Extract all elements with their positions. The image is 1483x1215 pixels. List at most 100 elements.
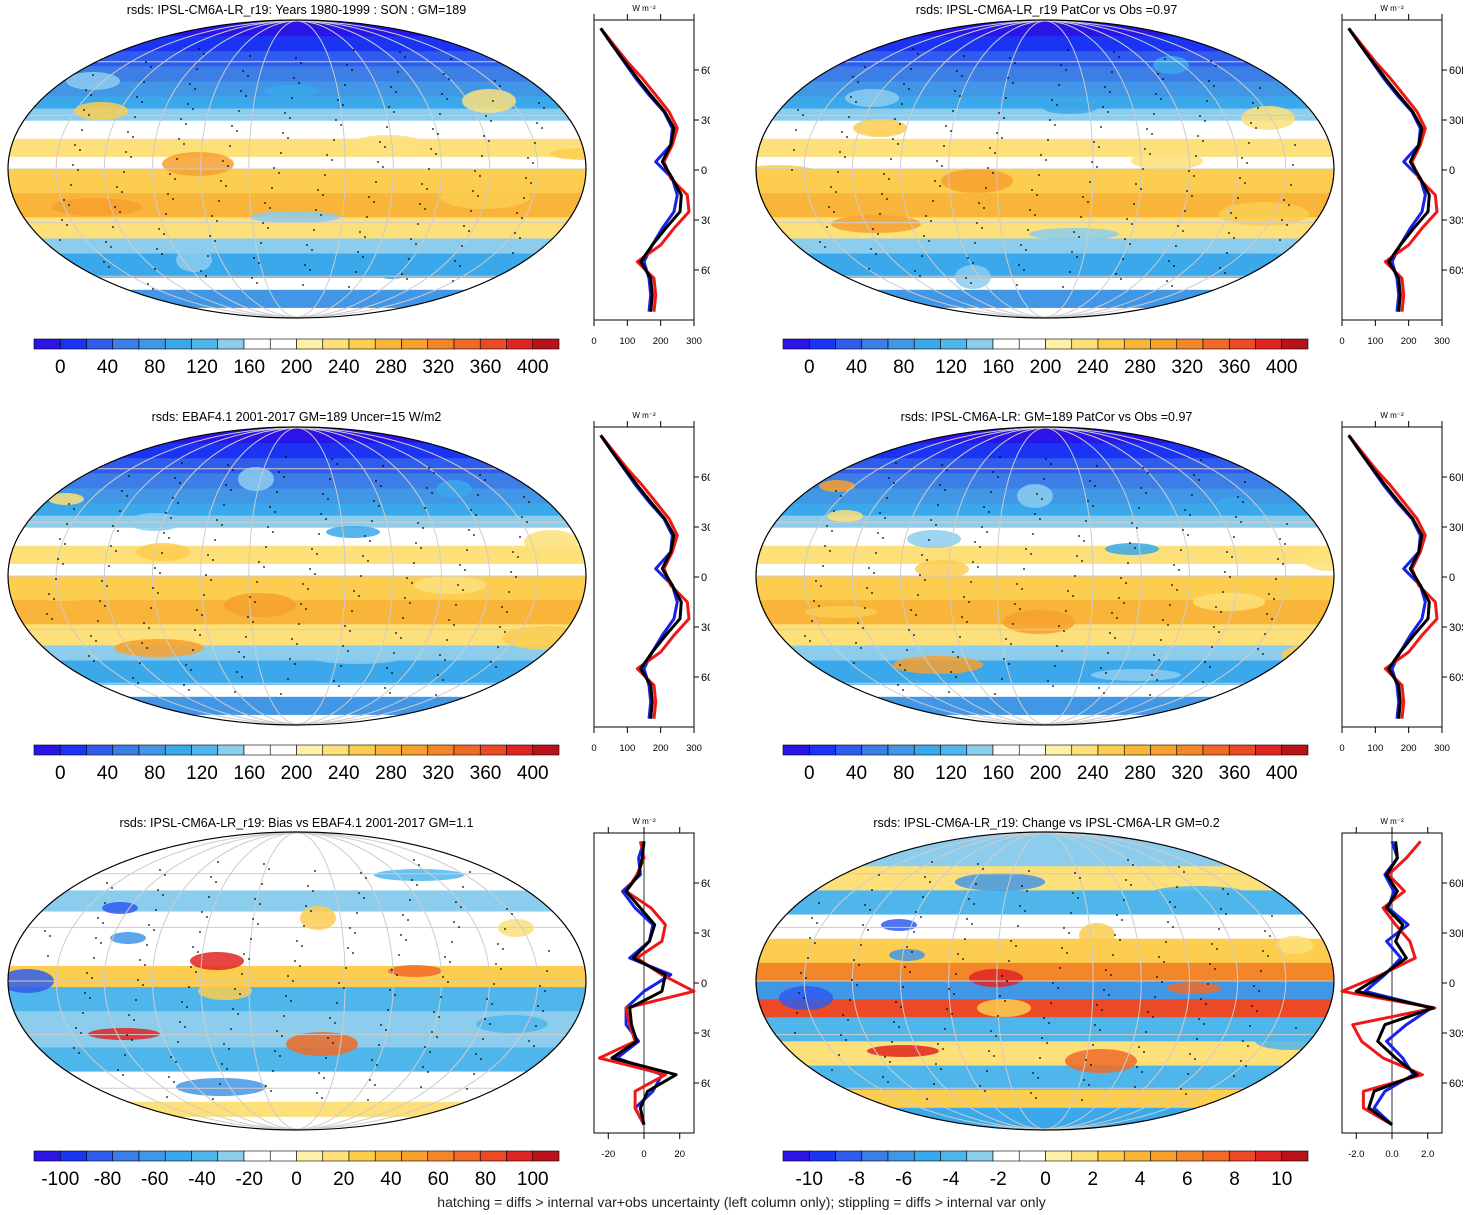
stipple-dot <box>506 611 508 613</box>
stipple-dot <box>280 152 282 154</box>
stipple-dot <box>405 939 407 941</box>
stipple-dot <box>183 684 185 686</box>
zonal-y-tick-label: 30N <box>1449 928 1463 940</box>
colorbar-tick-label: 240 <box>1077 357 1109 378</box>
stipple-dot <box>842 1014 844 1016</box>
stipple-dot <box>1264 930 1266 932</box>
stipple-dot <box>214 240 216 242</box>
stipple-dot <box>1004 1000 1006 1002</box>
stipple-dot <box>1206 100 1208 102</box>
stipple-dot <box>1146 128 1148 130</box>
stipple-dot <box>147 283 149 285</box>
colorbar-tick-label: 280 <box>1124 357 1156 378</box>
stipple-dot <box>879 213 881 215</box>
stipple-dot <box>1032 533 1034 535</box>
colorbar-swatch <box>1228 1150 1256 1162</box>
stipple-dot <box>466 549 468 551</box>
stipple-dot <box>1209 666 1211 668</box>
stipple-dot <box>206 916 208 918</box>
stipple-dot <box>894 118 896 120</box>
map-anomaly-blob <box>941 169 1013 193</box>
stipple-dot <box>344 84 346 86</box>
zonal-y-tick-label: 60N <box>1449 65 1463 77</box>
stipple-dot <box>937 1043 939 1045</box>
stipple-dot <box>968 898 970 900</box>
stipple-dot <box>1222 888 1224 890</box>
stipple-dot <box>926 559 928 561</box>
stipple-dot <box>307 885 309 887</box>
stipple-dot <box>119 510 121 512</box>
stipple-dot <box>890 158 892 160</box>
stipple-dot <box>1020 244 1022 246</box>
stipple-dot <box>835 191 837 193</box>
stipple-dot <box>1220 611 1222 613</box>
stipple-dot <box>1014 62 1016 64</box>
map-band <box>8 238 586 255</box>
map-anomaly-blob <box>756 165 815 177</box>
stipple-dot <box>1279 239 1281 241</box>
colorbar-swatch <box>1123 1150 1151 1162</box>
stipple-dot <box>510 571 512 573</box>
panel-4-title: rsds: IPSL-CM6A-LR: GM=189 PatCor vs Obs… <box>900 410 1193 424</box>
colorbar-swatch <box>164 338 192 350</box>
stipple-dot <box>152 587 154 589</box>
stipple-dot <box>840 1034 842 1036</box>
colorbar-swatch <box>86 744 114 756</box>
stipple-dot <box>1294 144 1296 146</box>
stipple-dot <box>252 918 254 920</box>
stipple-dot <box>523 197 525 199</box>
zonal-x-tick-label: 0 <box>591 743 596 754</box>
stipple-dot <box>1069 271 1071 273</box>
stipple-dot <box>416 884 418 886</box>
stipple-dot <box>173 1081 175 1083</box>
stipple-dot <box>1173 564 1175 566</box>
stipple-dot <box>1025 249 1027 251</box>
colorbar-tick-label: 200 <box>1030 763 1062 784</box>
colorbar-swatch <box>374 744 402 756</box>
stipple-dot <box>1058 84 1060 86</box>
stipple-dot <box>161 552 163 554</box>
zonal-series-black <box>610 841 678 1126</box>
stipple-dot <box>194 88 196 90</box>
stipple-dot <box>243 656 245 658</box>
stipple-dot <box>1083 1079 1085 1081</box>
stipple-dot <box>1172 926 1174 928</box>
stipple-dot <box>1247 1045 1249 1047</box>
stipple-dot <box>1198 479 1200 481</box>
stipple-dot <box>1138 507 1140 509</box>
stipple-dot <box>154 567 156 569</box>
stipple-dot <box>148 924 150 926</box>
stipple-dot <box>133 1019 135 1021</box>
colorbar-swatch <box>808 338 836 350</box>
stipple-dot <box>150 66 152 68</box>
stipple-dot <box>541 127 543 129</box>
stipple-dot <box>928 240 930 242</box>
stipple-dot <box>1045 458 1047 460</box>
stipple-dot <box>196 609 198 611</box>
stipple-dot <box>99 600 101 602</box>
stipple-dot <box>1039 518 1041 520</box>
panel-3-title: rsds: EBAF4.1 2001-2017 GM=189 Uncer=15 … <box>151 410 442 424</box>
stipple-dot <box>1262 653 1264 655</box>
colorbar-swatch <box>782 744 810 756</box>
stipple-dot <box>1056 104 1058 106</box>
map-graticule <box>756 832 1334 1130</box>
panel-3-zonal-plot: W m⁻²010020030060N30N030S60S <box>591 411 710 754</box>
stipple-dot <box>74 144 76 146</box>
stipple-dot <box>537 1005 539 1007</box>
stipple-dot <box>265 546 267 548</box>
stipple-dot <box>548 950 550 952</box>
stipple-dot <box>1251 1005 1253 1007</box>
stipple-dot <box>871 592 873 594</box>
stipple-dot <box>214 539 216 541</box>
stipple-dot <box>1107 111 1109 113</box>
stipple-dot <box>199 634 201 636</box>
stipple-dot <box>117 1069 119 1071</box>
stipple-dot <box>1123 899 1125 901</box>
stipple-dot <box>908 629 910 631</box>
stipple-dot <box>928 539 930 541</box>
stipple-dot <box>142 984 144 986</box>
map-anomaly-blob <box>176 248 212 272</box>
stipple-dot <box>1096 465 1098 467</box>
stipple-dot <box>956 70 958 72</box>
